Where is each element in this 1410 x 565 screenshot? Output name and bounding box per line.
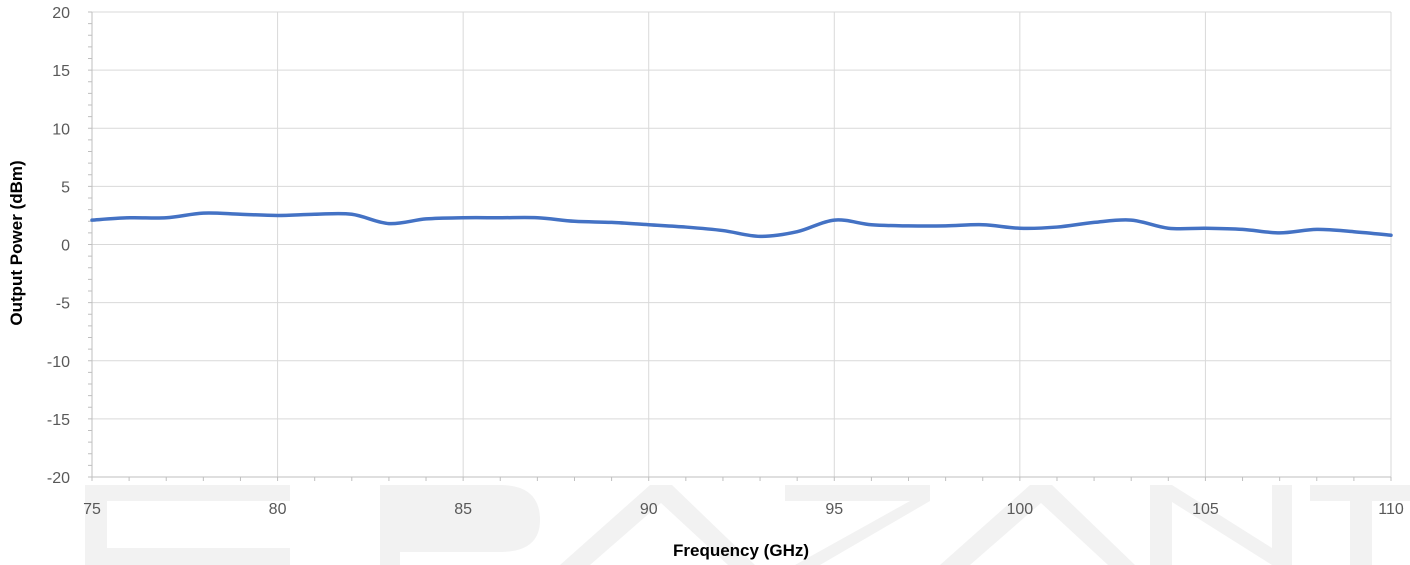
y-tick-label: 15 xyxy=(52,63,70,80)
series-line xyxy=(90,211,1393,239)
x-tick-label: 100 xyxy=(1007,501,1034,518)
y-tick-label: -15 xyxy=(47,412,70,429)
y-tick-label: -20 xyxy=(47,470,70,487)
y-tick-label: 10 xyxy=(52,121,70,138)
minor-ticks xyxy=(88,11,1392,481)
y-tick-label: 0 xyxy=(61,238,70,255)
x-tick-label: 90 xyxy=(640,501,658,518)
x-tick-label: 110 xyxy=(1378,501,1404,518)
y-tick-label: 5 xyxy=(61,179,70,196)
y-tick-labels: -20 -15 -10 -5 0 5 10 15 20 xyxy=(47,5,70,487)
y-tick-label: -10 xyxy=(47,354,70,371)
y-tick-label: -5 xyxy=(56,296,70,313)
x-tick-label: 85 xyxy=(454,501,472,518)
x-tick-labels: 75 80 85 90 95 100 105 110 xyxy=(83,501,1404,518)
x-tick-label: 80 xyxy=(269,501,287,518)
x-tick-label: 105 xyxy=(1192,501,1219,518)
x-tick-label: 95 xyxy=(825,501,843,518)
horizontal-gridlines xyxy=(92,11,1391,478)
series-layer xyxy=(90,211,1393,239)
y-axis-title: Output Power (dBm) xyxy=(7,160,26,325)
x-axis-title: Frequency (GHz) xyxy=(673,541,809,560)
x-tick-label: 75 xyxy=(83,501,101,518)
y-tick-label: 20 xyxy=(52,5,70,22)
watermark-logo xyxy=(85,485,1410,565)
